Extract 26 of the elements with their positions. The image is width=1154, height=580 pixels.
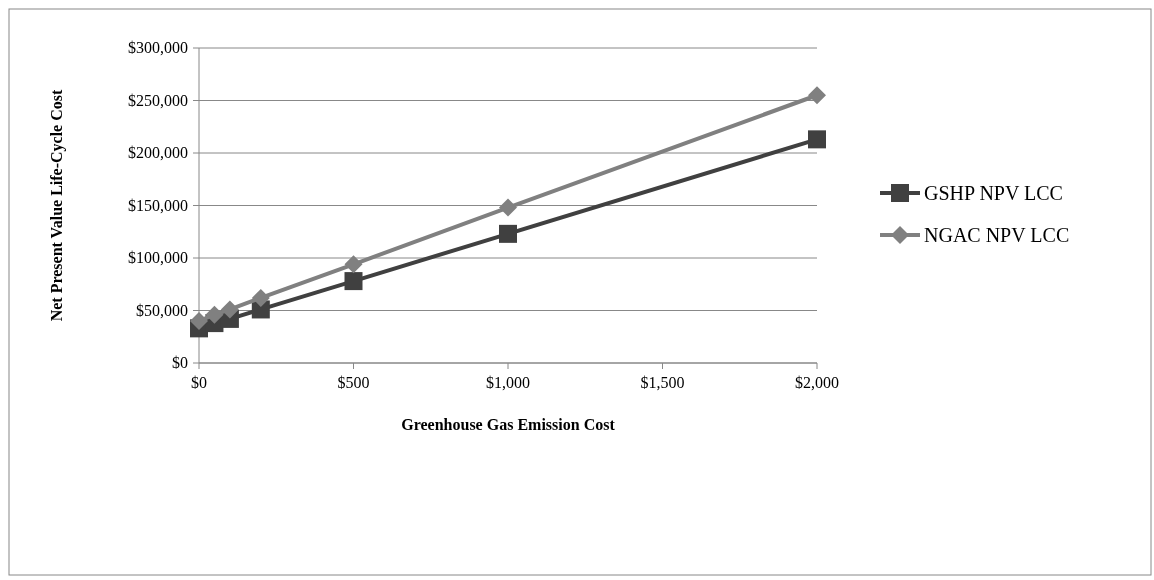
point [344,255,363,274]
point [808,130,826,149]
point [251,288,270,307]
point [344,272,363,291]
y-tick-label: $100,000 [128,249,188,266]
x-tick-label: $2,000 [795,374,839,391]
x-tick-label: $1,500 [640,374,685,391]
legend-label: NGAC NPV LCC [924,224,1070,246]
y-axis-title: Net Present Value Life-Cycle Cost [48,89,66,322]
y-tick-label: $50,000 [136,301,188,319]
point [190,312,208,330]
legend-label: GSHP NPV LCC [924,182,1063,204]
y-tick-label: $300,000 [128,39,188,56]
point [808,86,826,105]
y-tick-label: $200,000 [128,144,188,161]
x-tick-label: $500 [337,374,370,391]
x-tick-label: $1,000 [486,374,530,391]
point [205,305,224,324]
point [499,198,517,217]
point [220,300,239,319]
x-axis-title: Greenhouse Gas Emission Cost [401,416,616,433]
x-tick-label: $0 [191,374,207,391]
y-tick-label: $150,000 [128,196,188,214]
y-tick-label: $0 [172,354,188,371]
y-tick-label: $250,000 [128,91,188,109]
point [499,224,517,243]
